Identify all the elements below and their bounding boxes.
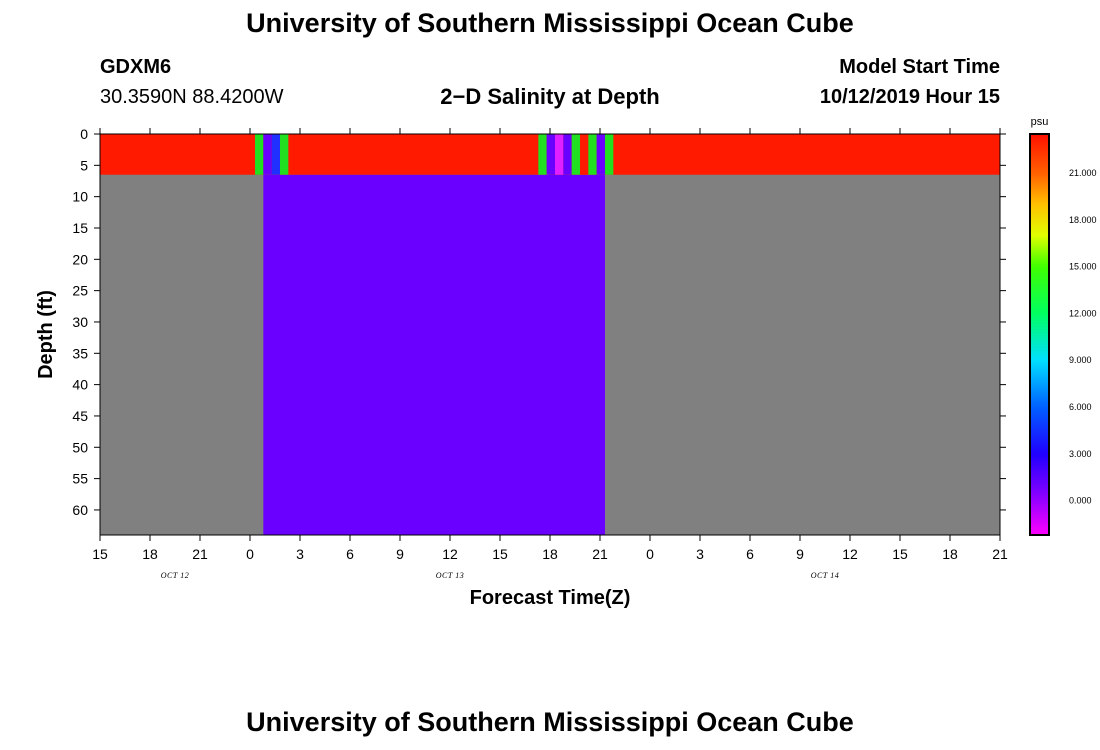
page-title: University of Southern Mississippi Ocean… [246, 8, 854, 38]
colorbar-tick-label: 0.000 [1069, 496, 1092, 506]
x-tick-label: 3 [296, 546, 304, 562]
colorbar-tick-label: 3.000 [1069, 449, 1092, 459]
x-tick-label: 3 [696, 546, 704, 562]
colorbar [1029, 133, 1050, 536]
heatmap-cell [580, 134, 589, 175]
x-axis-label: Forecast Time(Z) [470, 587, 631, 609]
y-tick-label: 20 [72, 251, 88, 267]
plot-title: 2−D Salinity at Depth [440, 84, 660, 109]
x-tick-label: 21 [592, 546, 608, 562]
x-tick-label: 6 [346, 546, 354, 562]
x-tick-label: 9 [796, 546, 804, 562]
x-tick-label: 15 [92, 546, 108, 562]
colorbar-tick-label: 9.000 [1069, 355, 1092, 365]
date-label: OCT 13 [436, 571, 464, 580]
heatmap-cell [596, 134, 605, 175]
heatmap-cell [571, 134, 580, 175]
y-tick-label: 0 [80, 126, 88, 142]
date-label: OCT 12 [161, 571, 189, 580]
heatmap-cell [546, 134, 555, 175]
station-coordinates: 30.3590N 88.4200W [100, 86, 284, 108]
heatmap-cell [263, 134, 272, 175]
heatmap-cell [538, 134, 547, 175]
x-tick-label: 18 [542, 546, 558, 562]
heatmap-cell [271, 134, 280, 175]
x-tick-label: 18 [142, 546, 158, 562]
y-tick-label: 50 [72, 439, 88, 455]
x-tick-label: 6 [746, 546, 754, 562]
y-tick-label: 5 [80, 157, 88, 173]
heatmap-cell [605, 134, 614, 175]
y-tick-label: 35 [72, 345, 88, 361]
x-tick-label: 18 [942, 546, 958, 562]
colorbar-tick-label: 15.000 [1069, 262, 1097, 272]
x-tick-label: 12 [842, 546, 858, 562]
x-tick-label: 21 [992, 546, 1008, 562]
colorbar-tick-label: 6.000 [1069, 402, 1092, 412]
x-tick-label: 0 [646, 546, 654, 562]
y-tick-label: 25 [72, 283, 88, 299]
heatmap-cell [263, 174, 605, 535]
footer-title: University of Southern Mississippi Ocean… [246, 707, 854, 737]
y-tick-label: 40 [72, 377, 88, 393]
y-tick-label: 30 [72, 314, 88, 330]
heatmap-cell [555, 134, 564, 175]
date-label: OCT 14 [811, 571, 839, 580]
x-tick-label: 15 [892, 546, 908, 562]
station-name: GDXM6 [100, 56, 172, 78]
x-tick-label: 21 [192, 546, 208, 562]
y-tick-label: 60 [72, 502, 88, 518]
colorbar-unit-label: psu [1031, 116, 1049, 128]
y-tick-label: 45 [72, 408, 88, 424]
x-tick-label: 0 [246, 546, 254, 562]
y-tick-label: 10 [72, 189, 88, 205]
heatmap-cell [255, 134, 264, 175]
y-tick-label: 55 [72, 471, 88, 487]
colorbar-tick-label: 12.000 [1069, 308, 1097, 318]
model-start-value: 10/12/2019 Hour 15 [819, 86, 1000, 108]
colorbar-tick-label: 21.000 [1069, 168, 1097, 178]
x-tick-label: 15 [492, 546, 508, 562]
heatmap-cell [563, 134, 572, 175]
model-start-label: Model Start Time [839, 56, 1000, 78]
heatmap-cell [280, 134, 289, 175]
x-tick-label: 9 [396, 546, 404, 562]
heatmap-cell [588, 134, 597, 175]
colorbar-tick-label: 18.000 [1069, 215, 1097, 225]
y-axis-label: Depth (ft) [35, 290, 57, 379]
y-tick-label: 15 [72, 220, 88, 236]
x-tick-label: 12 [442, 546, 458, 562]
